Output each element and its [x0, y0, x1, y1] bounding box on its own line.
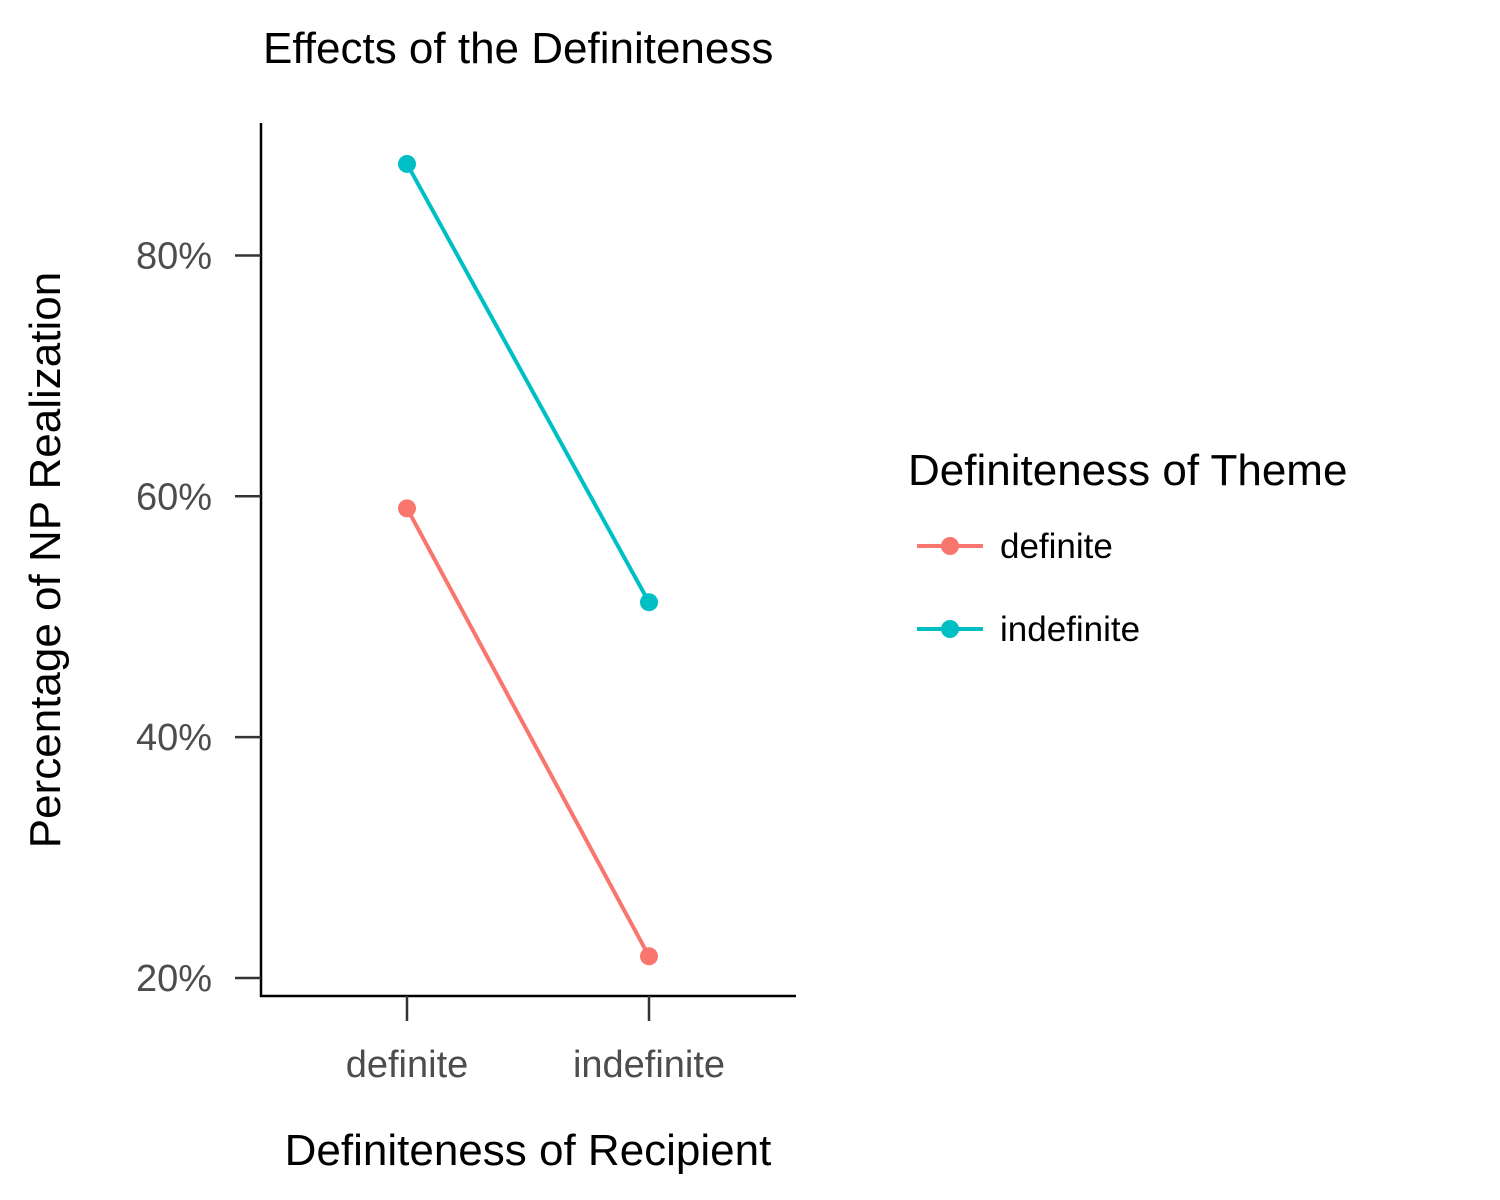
series-line: [405, 507, 651, 958]
legend-items: definite indefinite: [917, 527, 1140, 649]
x-tick-label: indefinite: [573, 1044, 725, 1086]
legend-key-point: [941, 620, 959, 638]
x-ticks: definite indefinite: [346, 996, 725, 1086]
legend-title: Definiteness of Theme: [908, 446, 1347, 495]
legend-label: indefinite: [1000, 610, 1140, 649]
series-indefinite: [398, 154, 658, 612]
y-ticks: 20% 40% 60% 80%: [136, 235, 261, 1000]
legend-label: definite: [1000, 527, 1113, 566]
data-point: [398, 154, 416, 173]
y-tick-label: 40%: [136, 717, 212, 759]
legend-item: indefinite: [917, 610, 1140, 649]
plot-series: [398, 154, 658, 966]
data-point: [640, 947, 658, 966]
data-point: [640, 593, 658, 612]
y-tick-label: 60%: [136, 476, 212, 518]
series-line: [405, 162, 651, 604]
y-tick-label: 80%: [136, 235, 212, 277]
chart-title: Effects of the Definiteness: [263, 24, 773, 73]
legend-item: definite: [917, 527, 1113, 566]
series-definite: [398, 499, 658, 966]
legend: Definiteness of Theme definite indefinite: [908, 446, 1347, 649]
data-point: [398, 499, 416, 518]
legend-key-point: [941, 537, 959, 555]
x-tick-label: definite: [346, 1044, 469, 1086]
x-axis-title: Definiteness of Recipient: [285, 1126, 772, 1175]
y-tick-label: 20%: [136, 958, 212, 1000]
y-axis-title: Percentage of NP Realization: [21, 272, 70, 848]
